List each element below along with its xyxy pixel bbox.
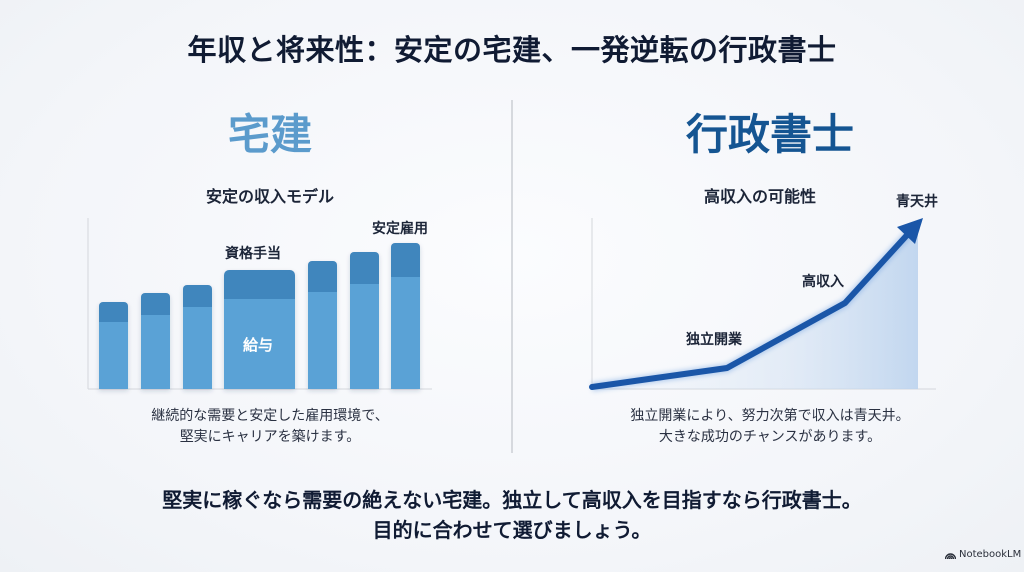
bar-5 [308,261,337,389]
gyoseishoshi-subtitle: 高収入の可能性 [703,187,816,206]
label-high-income: 高収入 [802,274,844,290]
center-divider [511,100,513,453]
notebooklm-brand: NotebookLM [945,549,1021,560]
bar-chart [87,218,432,390]
takken-description-line2: 堅実にキャリアを築けます。 [179,429,361,445]
label-independence: 独立開業 [686,332,742,348]
bar-1 [99,302,128,389]
notebooklm-logo-icon [945,552,956,559]
bar-4-highlight [224,270,295,389]
conclusion-line1: 堅実に稼ぐなら需要の絶えない宅建。独立して高収入を目指すなら行政書士。 [162,488,862,512]
takken-description-line1: 継続的な需要と安定した雇用環境で、 [151,408,389,424]
takken-description: 継続的な需要と安定した雇用環境で、 堅実にキャリアを築けます。 [80,406,460,448]
gyoseishoshi-title: 行政書士 [685,110,854,159]
bar-2 [141,293,170,389]
brand-name: NotebookLM [959,549,1022,560]
label-stable-employment: 安定雇用 [372,221,428,237]
label-salary: 給与 [243,336,274,354]
bar-3 [183,285,212,389]
label-allowance: 資格手当 [225,246,281,262]
takken-title: 宅建 [227,110,312,159]
arrow-head-icon [897,218,923,244]
growth-line [589,231,911,390]
gyoseishoshi-description: 独立開業により、努力次第で収入は青天井。 大きな成功のチャンスがあります。 [570,406,970,448]
conclusion-line2: 目的に合わせて選びましょう。 [372,518,652,542]
bar-7 [391,243,420,389]
gyoseishoshi-description-line1: 独立開業により、努力次第で収入は青天井。 [630,408,910,424]
takken-subtitle: 安定の収入モデル [205,187,334,206]
conclusion: 堅実に稼ぐなら需要の絶えない宅建。独立して高収入を目指すなら行政書士。 目的に合… [0,485,1024,545]
bar-6 [350,252,379,389]
label-sky-limit: 青天井 [896,194,938,210]
page-title: 年収と将来性：安定の宅建、一発逆転の行政書士 [187,33,837,67]
gyoseishoshi-description-line2: 大きな成功のチャンスがあります。 [658,429,882,445]
line-chart [589,218,936,392]
